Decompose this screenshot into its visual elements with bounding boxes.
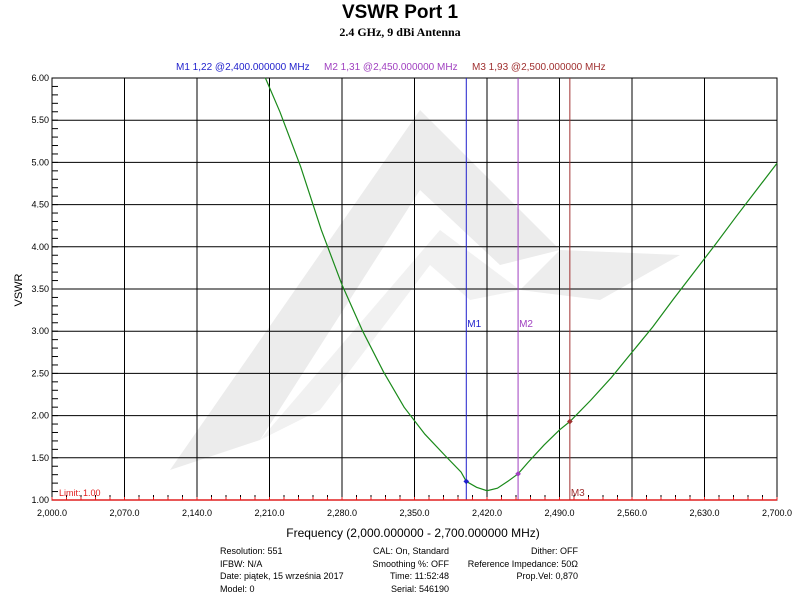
y-tick-label: 5.00 xyxy=(31,157,49,167)
marker-lines: M1 M2 M3 xyxy=(465,78,585,500)
y-tick-label: 4.00 xyxy=(31,242,49,252)
marker-line-label: M3 xyxy=(571,488,585,499)
marker-point xyxy=(515,471,521,477)
logo-watermark-shape xyxy=(520,250,680,300)
x-tick-label: 2,280.0 xyxy=(327,508,357,518)
footer-col-2: CAL: On, Standard Smoothing %: OFF Time:… xyxy=(366,545,449,595)
vswr-chart: 6.00 5.50 5.00 4.50 4.00 3.50 3.00 2.50 2.00 1.50… xyxy=(13,62,792,540)
x-axis-label: Frequency (2,000.000000 - 2,700.000000 M… xyxy=(286,526,540,540)
limit-label: Limit: 1.00 xyxy=(59,488,101,498)
x-tick-label: 2,210.0 xyxy=(254,508,284,518)
y-tick-label: 3.00 xyxy=(31,326,49,336)
marker-point xyxy=(463,478,470,485)
x-axis-ticks: 2,000.0 2,070.0 2,140.0 2,210.0 2,280.0 2,350… xyxy=(37,495,792,518)
y-tick-label: 5.50 xyxy=(31,115,49,125)
x-tick-label: 2,140.0 xyxy=(182,508,212,518)
chart-subtitle: 2.4 GHz, 9 dBi Antenna xyxy=(339,25,461,39)
y-tick-label: 1.50 xyxy=(31,453,49,463)
marker-readout: M1 1,22 @2,400.000000 MHz M2 1,31 @2,450.… xyxy=(176,62,606,73)
x-tick-label: 2,490.0 xyxy=(544,508,574,518)
grid-lines xyxy=(51,77,778,501)
footer-item: Reference Impedance: 50Ω xyxy=(467,558,578,569)
footer-item: Dither: OFF xyxy=(530,546,578,556)
marker-readout-item: M2 1,31 @2,450.000000 MHz xyxy=(324,62,458,73)
marker-points xyxy=(463,418,573,485)
series-group xyxy=(264,77,778,492)
marker-point xyxy=(567,418,573,425)
x-tick-label: 2,350.0 xyxy=(399,508,429,518)
logo-watermark-shape xyxy=(260,230,520,440)
footer-item: Serial: 546190 xyxy=(390,583,449,594)
x-tick-label: 2,560.0 xyxy=(617,508,647,518)
y-tick-label: 4.50 xyxy=(31,200,49,210)
x-tick-label: 2,420.0 xyxy=(472,508,502,518)
y-tick-label: 2.50 xyxy=(31,368,49,378)
footer-item: Smoothing %: OFF xyxy=(372,558,449,569)
footer-item: Date: piątek, 15 września 2017 xyxy=(220,571,344,581)
x-tick-label: 2,630.0 xyxy=(689,508,719,518)
y-tick-label: 2.00 xyxy=(31,411,49,421)
marker-readout-item: M1 1,22 @2,400.000000 MHz xyxy=(176,62,310,73)
x-tick-label: 2,070.0 xyxy=(109,508,139,518)
marker-readout-item: M3 1,93 @2,500.000000 MHz xyxy=(472,62,606,73)
y-axis-ticks: 6.00 5.50 5.00 4.50 4.00 3.50 3.00 2.50 2.00 1.50… xyxy=(31,73,58,505)
footer-col-1: Resolution: 551 IFBW: N/A Date: piątek, … xyxy=(220,545,344,595)
y-axis-label: VSWR xyxy=(13,273,25,306)
footer-item: Model: 0 xyxy=(220,583,255,594)
footer-item: IFBW: N/A xyxy=(220,558,263,569)
series-line-vswr xyxy=(264,77,778,492)
y-tick-label: 6.00 xyxy=(31,73,49,83)
chart-title: VSWR Port 1 xyxy=(341,2,459,23)
x-tick-label: 2,000.0 xyxy=(37,508,67,518)
logo-watermark-shape xyxy=(170,110,560,470)
footer-item: Prop.Vel: 0,870 xyxy=(516,571,578,581)
footer-item: CAL: On, Standard xyxy=(372,546,449,556)
footer-item: Time: 11:52:48 xyxy=(389,571,449,581)
limit-line-group: Limit: 1.00 xyxy=(51,488,778,501)
x-tick-label: 2,700.0 xyxy=(762,508,792,518)
y-tick-label: 3.50 xyxy=(31,284,49,294)
footer-col-3: Dither: OFF Reference Impedance: 50Ω Pro… xyxy=(452,545,578,583)
marker-line-label: M1 xyxy=(467,319,481,330)
footer-item: Resolution: 551 xyxy=(220,546,283,556)
y-tick-label: 1.00 xyxy=(31,495,49,505)
marker-line-label: M2 xyxy=(519,319,533,330)
